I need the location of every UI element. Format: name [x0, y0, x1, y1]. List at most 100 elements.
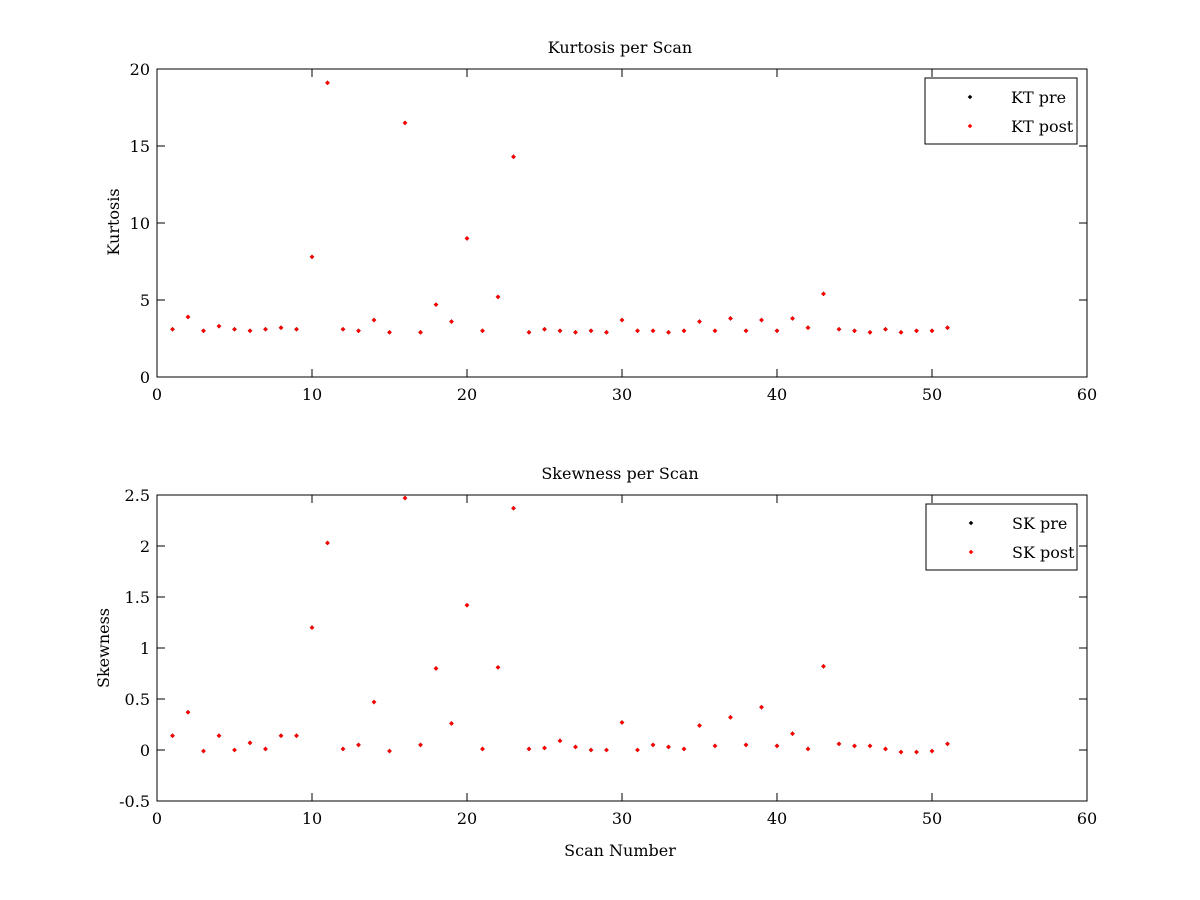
sk-post-point [480, 746, 485, 752]
kt-post-point [170, 326, 175, 332]
kt-post-point [325, 80, 330, 86]
kt-post-point [914, 328, 919, 334]
x-tick-label: 0 [152, 809, 162, 828]
sk-post-point [883, 746, 888, 752]
kt-post-point [371, 317, 377, 323]
kt-post-point [449, 319, 454, 324]
kt-post-point [232, 326, 237, 332]
sk-post-point [867, 743, 873, 749]
x-tick-label: 0 [152, 385, 162, 404]
legend-marker [968, 520, 974, 526]
sk-post-point [418, 742, 423, 748]
legend-label: SK post [1012, 543, 1075, 562]
kt-post-point [635, 328, 640, 334]
kt-post-point [573, 330, 578, 335]
skewness-panel: Skewness per Scan Skewness Scan Number 0… [94, 464, 1097, 860]
kt-post-point [418, 330, 423, 335]
sk-post-point [836, 741, 842, 747]
kt-post-point [201, 328, 206, 334]
kt-post-point [821, 291, 826, 297]
kt-post-point [495, 294, 501, 300]
sk-post-point [790, 731, 795, 736]
kt-post-point [790, 316, 795, 321]
kt-post-point [743, 328, 749, 334]
kt-post-point [402, 120, 408, 126]
y-tick-label: -0.5 [119, 792, 150, 811]
sk-post-point [526, 746, 532, 752]
sk-post-point [294, 733, 299, 739]
sk-post-point [666, 744, 671, 750]
sk-post-point [929, 748, 935, 754]
kt-post-point [185, 314, 191, 320]
sk-post-point [743, 742, 749, 748]
kt-post-point [526, 330, 532, 335]
kt-post-point [294, 326, 299, 332]
kt-post-point [759, 317, 764, 323]
skewness-title: Skewness per Scan [541, 464, 698, 483]
y-tick-label: 5 [140, 291, 150, 310]
y-tick-label: 1.5 [125, 588, 150, 607]
kt-post-point [433, 302, 439, 307]
legend-box [924, 77, 1078, 145]
kt-post-point [340, 326, 346, 332]
y-tick-label: 0.5 [125, 690, 150, 709]
y-tick-label: 20 [130, 60, 150, 79]
kt-post-point [650, 328, 656, 334]
sk-post-point [650, 742, 656, 748]
sk-post-point [263, 746, 268, 752]
x-tick-label: 50 [922, 385, 942, 404]
x-tick-label: 40 [767, 809, 787, 828]
y-tick-label: 10 [130, 214, 150, 233]
kt-post-point [263, 326, 268, 332]
sk-post-point [852, 743, 857, 749]
kt-post-point [588, 328, 594, 334]
kt-post-point [480, 328, 485, 334]
kt-post-point [604, 330, 609, 335]
kt-post-point [278, 325, 284, 331]
kt-post-point [929, 328, 935, 334]
kt-post-point [387, 330, 392, 335]
x-tick-label: 30 [612, 809, 632, 828]
sk-post-point [185, 709, 191, 715]
kt-post-point [712, 328, 718, 334]
sk-post-point [201, 748, 206, 754]
x-tick-label: 40 [767, 385, 787, 404]
kt-post-point [867, 330, 873, 335]
kt-post-point [464, 236, 470, 241]
sk-post-point [449, 721, 454, 726]
kt-post-point [697, 319, 702, 324]
sk-post-point [557, 738, 563, 744]
sk-post-point [945, 741, 950, 747]
sk-post-point [464, 602, 470, 608]
legend-label: KT post [1011, 117, 1074, 136]
legend-box [925, 503, 1078, 571]
sk-post-point [325, 540, 330, 546]
sk-post-point [356, 742, 361, 748]
kurtosis-ylabel: Kurtosis [104, 188, 123, 255]
kt-post-point [898, 330, 904, 335]
kt-post-point [774, 328, 780, 334]
y-tick-label: 0 [140, 741, 150, 760]
sk-post-point [914, 749, 919, 755]
sk-post-point [542, 745, 547, 751]
kt-post-point [836, 326, 842, 332]
kt-post-point [728, 316, 733, 321]
sk-post-point [604, 747, 609, 753]
sk-post-point [216, 733, 222, 739]
y-tick-label: 2 [140, 537, 150, 556]
kt-post-point [681, 328, 687, 334]
kurtosis-title: Kurtosis per Scan [548, 38, 692, 57]
sk-post-point [371, 699, 377, 705]
kt-post-point [557, 328, 563, 334]
kt-post-point [247, 328, 253, 334]
sk-post-point [387, 748, 392, 754]
x-tick-label: 50 [922, 809, 942, 828]
skewness-xlabel: Scan Number [564, 841, 676, 860]
kt-post-point [805, 325, 811, 331]
kt-post-point [309, 254, 315, 260]
sk-post-point [170, 733, 175, 739]
sk-post-point [340, 746, 346, 752]
x-tick-label: 20 [457, 385, 477, 404]
kt-post-point [216, 323, 222, 329]
sk-post-point [774, 743, 780, 749]
